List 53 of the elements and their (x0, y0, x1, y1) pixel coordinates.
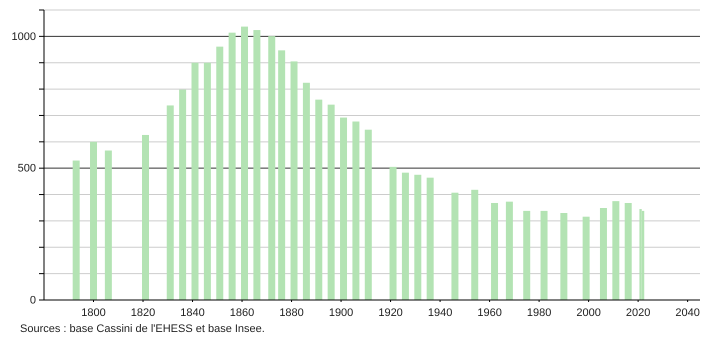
bar (402, 172, 409, 300)
bar (204, 62, 211, 300)
y-tick-label: 0 (30, 294, 36, 307)
bar (582, 216, 590, 300)
x-tick-label: 2020 (626, 306, 650, 319)
x-tick-label: 1920 (378, 306, 403, 319)
bar (166, 105, 174, 300)
bar (104, 150, 112, 300)
bar (506, 202, 513, 300)
bar (290, 61, 298, 300)
bar (624, 202, 632, 300)
bar (302, 82, 310, 300)
x-tick-label: 1820 (130, 306, 156, 319)
bar (560, 213, 568, 300)
bar (612, 201, 620, 300)
x-tick-label: 2000 (576, 306, 601, 319)
bar (523, 210, 530, 300)
bar (340, 118, 348, 300)
x-tick-label: 1860 (230, 306, 254, 319)
bar (253, 30, 260, 300)
bar (471, 190, 478, 300)
bar (426, 178, 434, 300)
bar (72, 160, 80, 300)
bar (328, 104, 335, 300)
x-tick-label: 2040 (675, 306, 700, 319)
x-tick-label: 1900 (328, 306, 354, 319)
x-tick-label: 1940 (428, 306, 452, 319)
bar (600, 208, 607, 300)
bar (414, 174, 422, 300)
bar (364, 130, 372, 300)
bar (90, 142, 98, 300)
x-tick-label: 1880 (279, 306, 304, 319)
bar (390, 166, 397, 300)
y-tick-label: 1000 (12, 30, 36, 43)
bar (315, 100, 322, 300)
bar (352, 122, 360, 300)
bar (268, 36, 276, 300)
bar (241, 26, 248, 300)
bar (278, 50, 286, 300)
x-tick-label: 1980 (526, 306, 552, 319)
bar (491, 202, 498, 300)
bar (142, 134, 149, 300)
y-tick-label: 500 (18, 162, 36, 175)
bar (540, 210, 548, 300)
bar (179, 90, 186, 300)
bar (216, 46, 224, 300)
x-tick-label: 1960 (477, 306, 502, 319)
x-tick-label: 1800 (81, 306, 106, 319)
x-tick-label: 1840 (180, 306, 205, 319)
bar (451, 192, 458, 300)
source-note: Sources : base Cassini de l'EHESS et base Insee. (20, 323, 265, 335)
bar (228, 32, 236, 300)
bar (192, 62, 199, 300)
